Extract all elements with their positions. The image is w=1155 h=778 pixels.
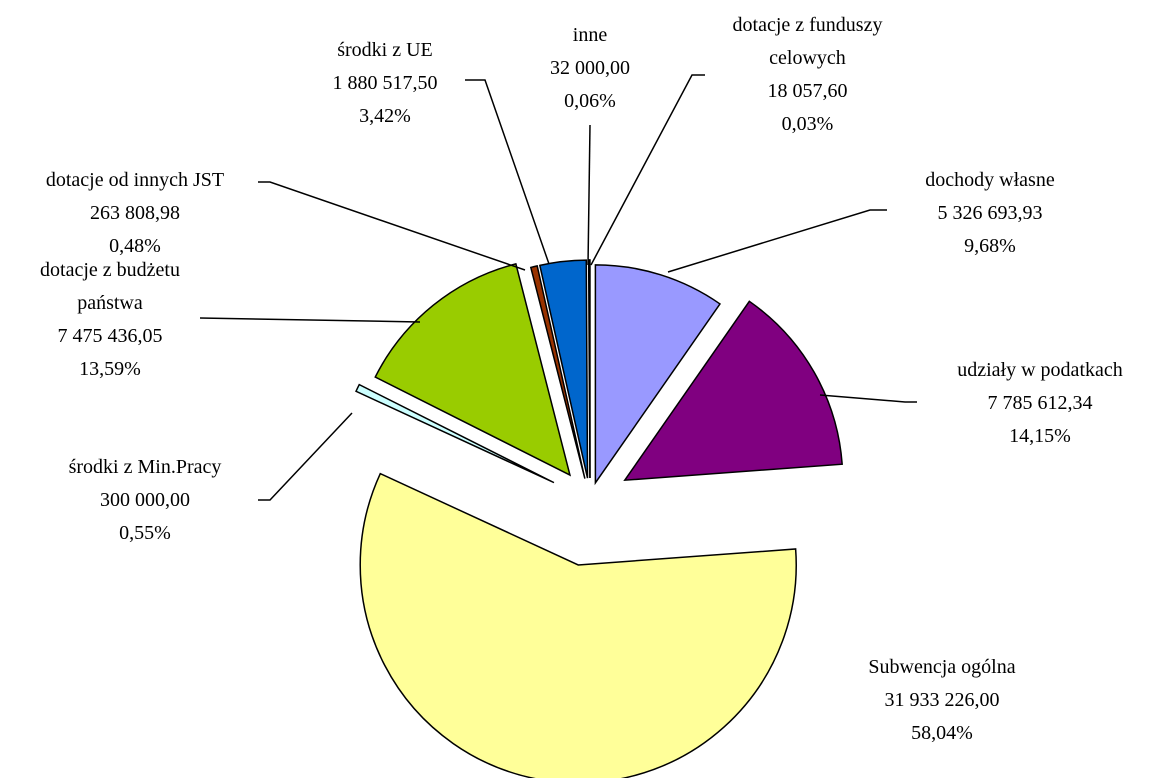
leader-line: [258, 181, 526, 271]
slice-percentage: 3,42%: [359, 105, 411, 127]
slice-label: dochody własne 5 326 693,93 9,68%: [840, 164, 1140, 263]
slice-percentage: 14,15%: [1009, 425, 1071, 447]
slice-label: środki z UE 1 880 517,50 3,42%: [260, 34, 510, 133]
slice-percentage: 0,48%: [109, 235, 161, 257]
slice-percentage: 13,59%: [79, 358, 141, 380]
slice-label: dotacje z budżetu państwa 7 475 436,05 13,…: [15, 254, 205, 386]
leader-line: [587, 124, 591, 266]
slice-value: 7 475 436,05: [57, 325, 163, 347]
slice-value: 18 057,60: [767, 80, 848, 102]
slice-name: udziały w podatkach: [957, 359, 1123, 381]
slice-label: środki z Min.Pracy 300 000,00 0,55%: [0, 451, 290, 550]
slice-name: środki z Min.Pracy: [68, 456, 222, 478]
slice-value: 31 933 226,00: [884, 689, 1000, 711]
slice-value: 300 000,00: [100, 489, 190, 511]
slice-label: dotacje od innych JST 263 808,98 0,48%: [0, 164, 270, 263]
slice-label: Subwencja ogólna 31 933 226,00 58,04%: [792, 651, 1092, 750]
slice-name: inne: [572, 24, 608, 46]
pie-slice: [355, 383, 555, 484]
slice-name: środki z UE: [337, 39, 433, 61]
slice-value: 7 785 612,34: [987, 392, 1093, 414]
pie-slice: [623, 300, 843, 482]
leader-line: [258, 412, 353, 501]
slice-name: dochody własne: [925, 169, 1055, 191]
pie-slice: [374, 262, 572, 477]
slice-percentage: 9,68%: [964, 235, 1016, 257]
slice-value: 32 000,00: [550, 57, 630, 79]
leader-line: [590, 74, 705, 266]
slice-name: dotacje z funduszy celowych: [732, 14, 883, 69]
slice-value: 1 880 517,50: [332, 72, 438, 94]
pie-slice: [594, 264, 722, 486]
pie-slice: [359, 472, 797, 778]
slice-value: 5 326 693,93: [937, 202, 1043, 224]
slice-label: inne 32 000,00 0,06%: [490, 19, 690, 118]
slice-percentage: 0,55%: [119, 522, 171, 544]
pie-slice: [529, 264, 586, 479]
slice-percentage: 0,03%: [781, 113, 834, 135]
slice-percentage: 0,06%: [564, 90, 616, 112]
slice-value: 263 808,98: [90, 202, 180, 224]
slice-percentage: 58,04%: [911, 722, 973, 744]
leader-line: [819, 394, 917, 403]
slice-name: dotacje od innych JST: [45, 169, 225, 191]
pie-slice: [538, 259, 589, 479]
slice-name: Subwencja ogólna: [868, 656, 1016, 678]
slice-label: dotacje z funduszy celowych 18 057,60 0,03…: [700, 9, 915, 141]
leader-line: [667, 209, 887, 273]
leader-line: [465, 79, 550, 265]
leader-line: [199, 317, 421, 323]
slice-label: udziały w podatkach 7 785 612,34 14,15%: [890, 354, 1155, 453]
slice-name: dotacje z budżetu państwa: [40, 259, 180, 314]
